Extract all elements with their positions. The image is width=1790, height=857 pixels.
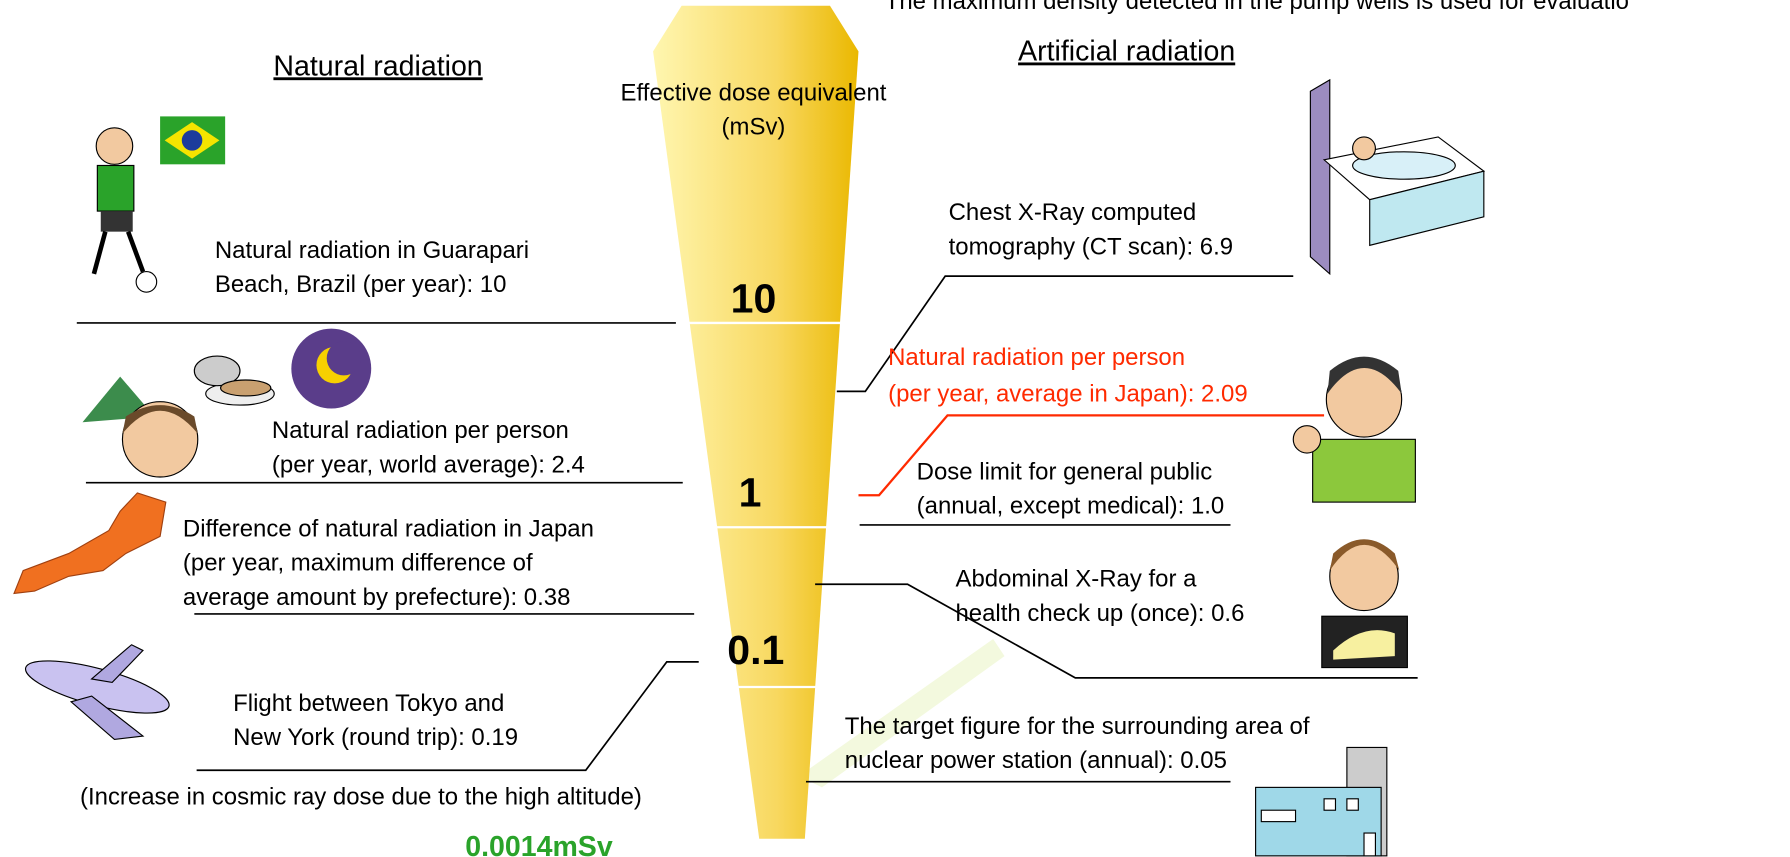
scale-label: Effective dose equivalent — [621, 79, 887, 106]
item-text: (per year, average in Japan): 2.09 — [888, 381, 1248, 408]
scale-tick: 10 — [731, 276, 777, 322]
scale-label: (mSv) — [722, 114, 786, 141]
natural-heading: Natural radiation — [273, 50, 482, 82]
xray-person — [1322, 539, 1408, 667]
item-text: (annual, except medical): 1.0 — [917, 493, 1225, 520]
item-text: Flight between Tokyo and — [233, 690, 504, 717]
item-text: (per year, world average): 2.4 — [272, 451, 585, 478]
item-text: Natural radiation in Guarapari — [215, 237, 529, 264]
item-text: New York (round trip): 0.19 — [233, 724, 518, 751]
item-text: tomography (CT scan): 6.9 — [949, 233, 1233, 260]
item-text: Chest X-Ray computed — [949, 199, 1197, 226]
soccer-player — [94, 128, 157, 292]
power-station — [1256, 747, 1387, 855]
moon-icon — [291, 329, 371, 409]
infographic: Effective dose equivalent (mSv) 10 1 0.1… — [0, 0, 1790, 857]
brazil-flag — [160, 116, 225, 164]
item-text: Abdominal X-Ray for a — [955, 566, 1197, 593]
item-text: health check up (once): 0.6 — [955, 600, 1244, 627]
item-text: Dose limit for general public — [917, 458, 1213, 485]
item-text: Natural radiation per person — [272, 417, 569, 444]
bottom-value: 0.0014mSv — [465, 831, 613, 857]
leader-line — [837, 276, 1293, 391]
note: (Increase in cosmic ray dose due to the … — [80, 784, 642, 811]
ct-scanner — [1310, 80, 1483, 274]
item-text: Difference of natural radiation in Japan — [183, 515, 594, 542]
scale-tick: 0.1 — [727, 627, 784, 673]
item-text: nuclear power station (annual): 0.05 — [845, 747, 1227, 774]
item-text: The target figure for the surrounding ar… — [845, 713, 1310, 740]
item-text: (per year, maximum difference of — [183, 550, 533, 577]
item-text: average amount by prefecture): 0.38 — [183, 584, 570, 611]
ok-person — [1293, 357, 1415, 502]
artificial-heading: Artificial radiation — [1018, 35, 1235, 67]
japan-map — [14, 493, 166, 593]
item-text: Natural radiation per person — [888, 344, 1185, 371]
airplane — [21, 645, 174, 740]
scale-tick: 1 — [739, 470, 762, 516]
food-icon — [194, 356, 274, 405]
item-text: Beach, Brazil (per year): 10 — [215, 271, 507, 298]
person-icon — [83, 377, 198, 477]
header-note: The maximum density detected in the pump… — [885, 0, 1629, 15]
